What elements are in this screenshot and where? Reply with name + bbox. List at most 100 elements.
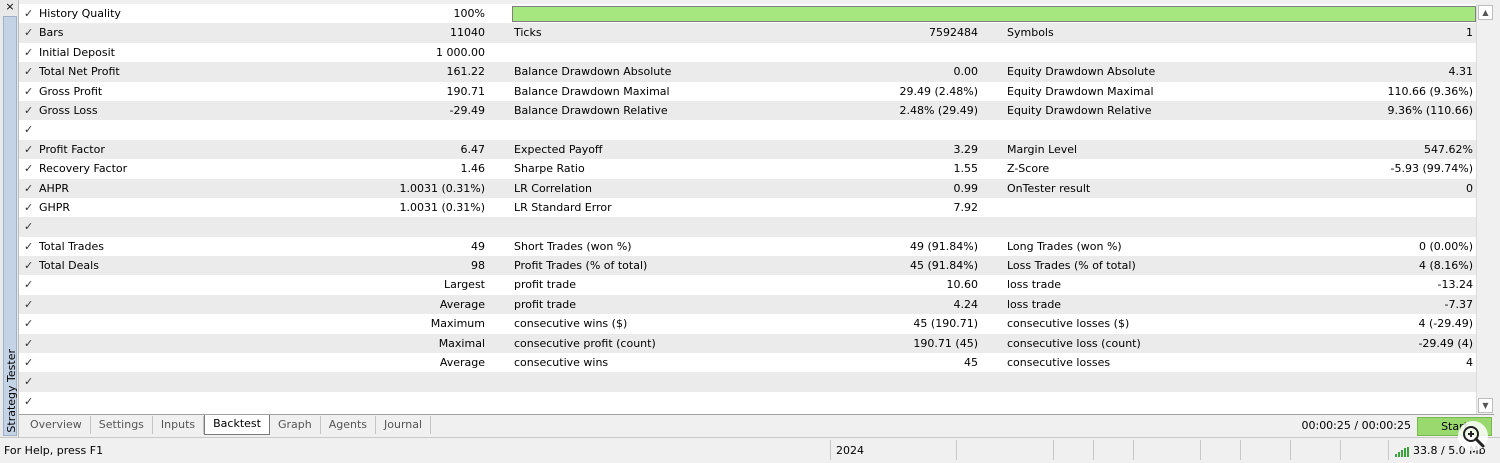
- metric-label: Z-Score: [1007, 162, 1050, 176]
- check-icon: ✓: [24, 84, 34, 98]
- report-row: ✓ Initial Deposit 1 000.00: [19, 43, 1476, 62]
- metric-value: 2.48% (29.49): [899, 103, 978, 117]
- report-row: ✓: [19, 217, 1476, 237]
- report-row: ✓ Maximal consecutive profit (count) 190.71…: [19, 333, 1476, 354]
- metric-label: Margin Level: [1007, 142, 1078, 156]
- report-row: ✓ AHPR 1.0031 (0.31%) LR Correlation 0.99 OnT…: [19, 178, 1476, 198]
- metric-value: 9.36% (110.66): [1387, 103, 1473, 117]
- status-divider: [1340, 440, 1341, 460]
- metric-value: 190.71 (45): [913, 336, 978, 350]
- metric-value: 1.0031 (0.31%): [399, 181, 485, 195]
- quality-row: ✓ History Quality 100%: [19, 4, 1476, 23]
- metric-value: 0 (0.00%): [1418, 239, 1473, 253]
- check-icon: ✓: [24, 65, 34, 79]
- status-divider: [1053, 440, 1054, 460]
- metric-value: Maximum: [430, 317, 485, 331]
- close-icon[interactable]: ×: [5, 0, 15, 13]
- status-divider: [1388, 440, 1389, 460]
- chevron-down-icon[interactable]: ▼: [1478, 398, 1493, 413]
- metric-value: Largest: [444, 278, 485, 292]
- metric-value: 1: [1466, 26, 1473, 40]
- metric-value: 4 (8.16%): [1418, 259, 1473, 273]
- tabs: Overview Settings Inputs Backtest Graph Agent…: [22, 415, 432, 435]
- tester-tab-bar: Overview Settings Inputs Backtest Graph Agent…: [19, 414, 1494, 437]
- metric-value: 547.62%: [1424, 142, 1473, 156]
- status-divider: [1200, 440, 1201, 460]
- vertical-scrollbar[interactable]: ▲ ▼: [1476, 4, 1493, 414]
- history-quality-fill: [513, 7, 1475, 21]
- panel-title: Strategy Tester: [5, 349, 18, 433]
- tab-overview[interactable]: Overview: [22, 416, 91, 434]
- metric-label: Symbols: [1007, 26, 1054, 40]
- metric-label: Profit Factor: [39, 142, 105, 156]
- history-quality-bar: [512, 6, 1476, 22]
- check-icon: ✓: [24, 297, 34, 311]
- tab-agents[interactable]: Agents: [321, 416, 377, 434]
- status-bar: For Help, press F1 2024 33.8 / 5.0 Mb: [0, 437, 1500, 463]
- check-icon: ✓: [24, 123, 34, 137]
- status-year: 2024: [836, 444, 864, 457]
- check-icon: ✓: [24, 394, 34, 408]
- metric-label: consecutive losses: [1007, 356, 1111, 370]
- metric-label: Initial Deposit: [39, 45, 115, 59]
- tab-journal[interactable]: Journal: [376, 416, 432, 434]
- metric-label: Total Trades: [39, 239, 105, 253]
- metric-label: GHPR: [39, 200, 71, 214]
- metric-label: OnTester result: [1007, 181, 1091, 195]
- quality-label: History Quality: [39, 7, 121, 20]
- metric-label: Ticks: [514, 26, 542, 40]
- metric-label: Equity Drawdown Relative: [1007, 103, 1152, 117]
- check-icon: ✓: [24, 26, 34, 40]
- metric-value: 1 000.00: [436, 45, 485, 59]
- check-icon: ✓: [24, 162, 34, 176]
- metric-value: -29.49: [449, 103, 485, 117]
- metric-value: 98: [471, 259, 485, 273]
- tab-settings[interactable]: Settings: [91, 416, 153, 434]
- check-icon: ✓: [24, 7, 34, 20]
- metric-value: 45 (91.84%): [909, 259, 978, 273]
- side-panel-strip: Strategy Tester: [3, 16, 18, 436]
- report-row: ✓ GHPR 1.0031 (0.31%) LR Standard Error 7.92: [19, 198, 1476, 217]
- metric-value: 3.29: [953, 142, 979, 156]
- metric-label: Recovery Factor: [39, 162, 128, 176]
- report-row: ✓: [19, 372, 1476, 392]
- metric-label: Gross Loss: [39, 103, 98, 117]
- metric-label: Loss Trades (% of total): [1007, 259, 1136, 273]
- metric-value: -13.24: [1437, 278, 1473, 292]
- zoom-in-icon[interactable]: [1458, 421, 1488, 451]
- check-icon: ✓: [24, 336, 34, 350]
- metric-value: 49 (91.84%): [909, 239, 978, 253]
- metric-value: 1.46: [460, 162, 486, 176]
- metric-label: Total Net Profit: [39, 65, 120, 79]
- elapsed-timer: 00:00:25 / 00:00:25: [1301, 419, 1411, 432]
- tab-backtest[interactable]: Backtest: [204, 415, 270, 435]
- report-row: ✓ Total Trades 49 Short Trades (won %) 49 (9…: [19, 237, 1476, 256]
- metric-label: consecutive profit (count): [514, 336, 656, 350]
- help-text: For Help, press F1: [4, 444, 104, 457]
- metric-label: AHPR: [39, 181, 70, 195]
- metric-label: profit trade: [514, 297, 577, 311]
- metric-value: 49: [471, 239, 485, 253]
- metric-label: Long Trades (won %): [1007, 239, 1122, 253]
- tab-graph[interactable]: Graph: [270, 416, 321, 434]
- metric-value: 4 (-29.49): [1418, 317, 1473, 331]
- quality-value: 100%: [453, 7, 485, 20]
- metric-value: 11040: [450, 26, 485, 40]
- report-row: ✓: [19, 120, 1476, 139]
- report-rows: ✓ Bars 11040 Ticks 7592484 Symbols 1 ✓ Initial D…: [19, 23, 1476, 411]
- metric-value: 4.24: [953, 297, 979, 311]
- check-icon: ✓: [24, 220, 34, 234]
- tab-inputs[interactable]: Inputs: [153, 416, 205, 434]
- report-row: ✓ Gross Loss -29.49 Balance Drawdown Relati…: [19, 100, 1476, 121]
- metric-value: Average: [439, 356, 485, 370]
- metric-label: Gross Profit: [39, 84, 103, 98]
- metric-value: -7.37: [1444, 297, 1473, 311]
- metric-label: consecutive wins: [514, 356, 609, 370]
- chevron-up-icon[interactable]: ▲: [1478, 5, 1493, 20]
- metric-label: consecutive wins ($): [514, 317, 628, 331]
- metric-label: consecutive loss (count): [1007, 336, 1141, 350]
- status-divider: [1133, 440, 1134, 460]
- status-divider: [1093, 440, 1094, 460]
- report-row: ✓ Maximum consecutive wins ($) 45 (190.71) c…: [19, 314, 1476, 333]
- metric-label: Balance Drawdown Absolute: [514, 65, 672, 79]
